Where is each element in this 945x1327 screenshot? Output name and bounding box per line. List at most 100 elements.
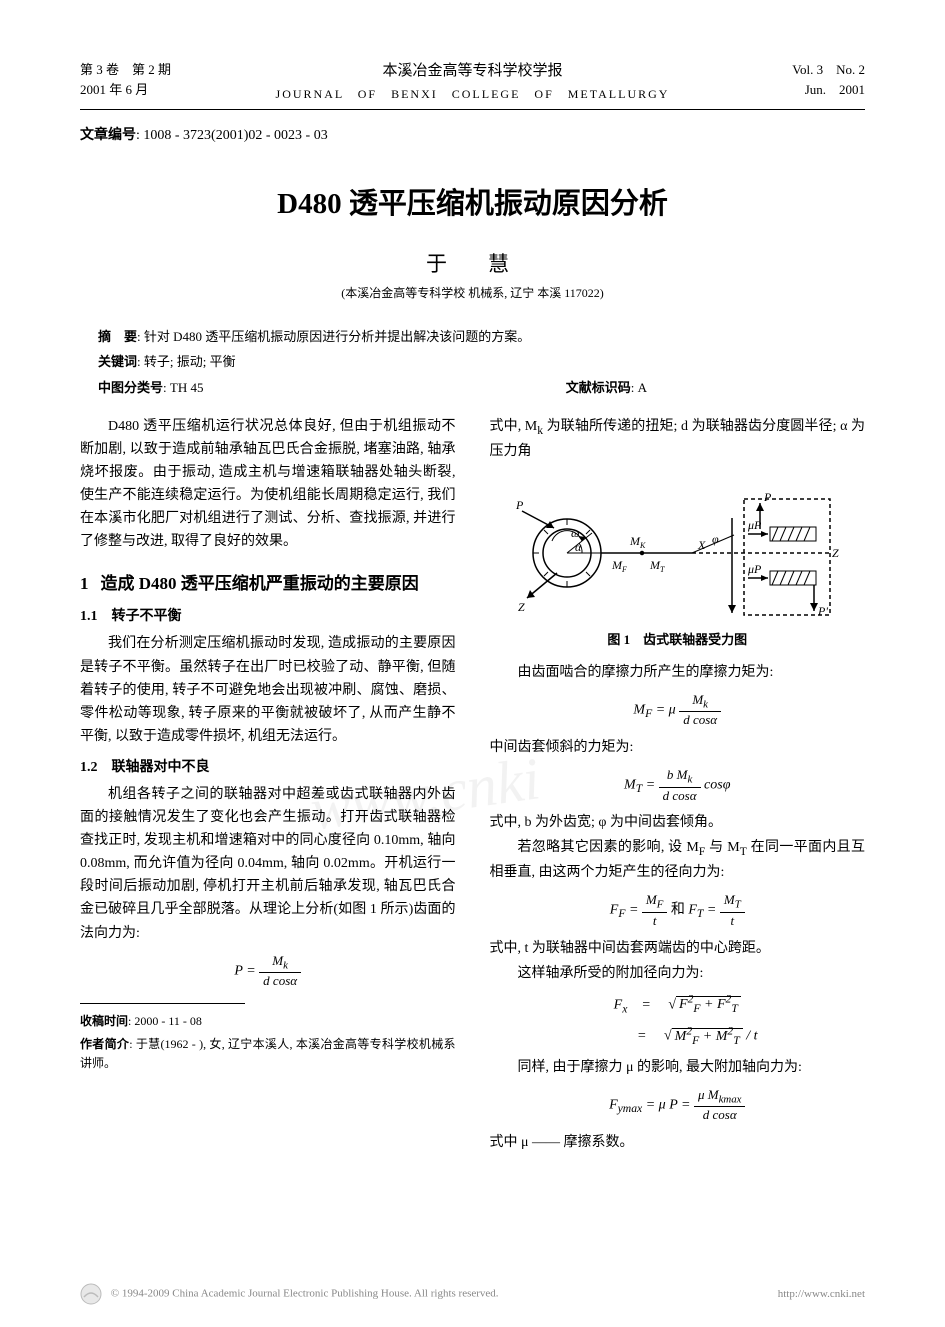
keywords-label: 关键词 <box>98 354 137 369</box>
volume-issue-cn: 第 3 卷 第 2 期 <box>80 60 260 80</box>
copyright-left: © 1994-2009 China Academic Journal Elect… <box>80 1283 499 1305</box>
body-columns: D480 透平压缩机运行状况总体良好, 但由于机组振动不断加剧, 以致于造成前轴… <box>80 415 865 1156</box>
eq6-sub: ymax <box>618 1102 643 1115</box>
eq3-eq: = <box>642 777 658 792</box>
author-bio-value: : 于慧(1962 - ), 女, 辽宁本溪人, 本溪冶金高等专科学校机械系讲师… <box>80 1037 456 1071</box>
eq4b-den: t <box>720 913 745 929</box>
p-where3: 式中 μ —— 摩擦系数。 <box>490 1131 866 1154</box>
copyright-bar: © 1994-2009 China Academic Journal Elect… <box>80 1283 865 1305</box>
sub-1-2-title: 联轴器对中不良 <box>112 760 210 775</box>
fig-label-alpha: α <box>575 540 582 554</box>
p-tilt: 中间齿套倾斜的力矩为: <box>490 736 866 759</box>
eq5-lhs: F <box>614 997 623 1012</box>
equation-Fx: Fx = √F2F + F2T <box>490 993 866 1016</box>
left-column: D480 透平压缩机运行状况总体良好, 但由于机组振动不断加剧, 以致于造成前轴… <box>80 415 456 1156</box>
fig-label-Mf-sub: F <box>621 565 627 574</box>
article-id-value: : 1008 - 3723(2001)02 - 0023 - 03 <box>136 128 328 143</box>
eq4a-num: M <box>646 892 657 907</box>
fig-label-uP2: μP <box>747 562 762 576</box>
fig-label-Z2: Z <box>832 546 839 560</box>
clc-doc-row: 中图分类号: TH 45 文献标识码: A <box>98 378 847 398</box>
eq1-lhs: P = <box>234 963 259 978</box>
eq6-den: d cosα <box>694 1107 745 1123</box>
sub-1-1-num: 1.1 <box>80 609 98 624</box>
fig-label-Z1: Z <box>518 600 525 614</box>
eq5-eq: = <box>627 997 664 1012</box>
fig-label-uP1: μP <box>747 518 762 532</box>
sub-1-2-heading: 1.2 联轴器对中不良 <box>80 756 456 779</box>
svg-text:MK: MK <box>629 534 646 550</box>
eq3-den: d cosα <box>659 788 701 804</box>
eq4a-eq: = <box>625 903 641 918</box>
eq5b-eq: = <box>637 1029 660 1044</box>
eq2-num-sub: k <box>703 698 708 710</box>
clc-cell: 中图分类号: TH 45 <box>98 378 203 398</box>
doc-code-label: 文献标识码 <box>566 380 631 395</box>
svg-text:MT: MT <box>649 558 665 574</box>
eq6-num-sub: kmax <box>719 1093 742 1105</box>
eq3-tail: cosφ <box>701 777 731 792</box>
eq5b-r2-sub: T <box>733 1034 739 1047</box>
keywords-line: 关键词: 转子; 振动; 平衡 <box>98 352 847 372</box>
eq4b-num: M <box>724 892 735 907</box>
right-intro: 式中, Mk 为联轴所传递的扭矩; d 为联轴器齿分度圆半径; α 为压力角 <box>490 415 866 463</box>
fig-label-X: X <box>697 538 706 552</box>
equation-Fymax: Fymax = μ P = μ Mkmaxd cosα <box>490 1087 866 1123</box>
doc-code-text: : A <box>631 380 647 395</box>
equation-MT: MT = b Mkd cosα cosφ <box>490 767 866 803</box>
date-cn: 2001 年 6 月 <box>80 80 260 100</box>
eq5-r2: F <box>717 997 726 1012</box>
fig-label-Mt-sub: T <box>660 565 665 574</box>
fig-label-P2: P <box>763 490 772 504</box>
header-divider <box>80 109 865 110</box>
header-right: Vol. 3 No. 2 Jun. 2001 <box>685 60 865 99</box>
equation-FF-FT: FF = MFt 和 FT = MTt <box>490 892 866 928</box>
p-ignore: 若忽略其它因素的影响, 设 MF 与 MT 在同一平面内且互相垂直, 由这两个力… <box>490 836 866 884</box>
eq3-num-sub: k <box>687 774 692 786</box>
eq2-lhs: M <box>633 702 645 717</box>
received-value: : 2000 - 11 - 08 <box>128 1014 202 1028</box>
received-line: 收稿时间: 2000 - 11 - 08 <box>80 1012 456 1032</box>
right-intro-a: 式中, M <box>490 419 538 434</box>
eq3-lhs: M <box>624 777 636 792</box>
eq1-numsub: k <box>283 959 288 971</box>
eq5b-tail: / t <box>743 1029 758 1044</box>
author-bio-label: 作者简介 <box>80 1037 129 1051</box>
figure-1-caption: 图 1 齿式联轴器受力图 <box>490 629 866 650</box>
abstract-label: 摘 要 <box>98 329 137 344</box>
right-intro-b: 为联轴所传递的扭矩; d 为联轴器齿分度圆半径; α 为压力角 <box>490 419 866 459</box>
right-column: 式中, M k 为联轴所传递的扭矩; d 为联轴器齿分度圆半径; α 为压力角 <box>490 415 866 1156</box>
received-label: 收稿时间 <box>80 1014 128 1028</box>
svg-text:MF: MF <box>611 558 627 574</box>
fig-label-Pp: P' <box>817 604 828 618</box>
equation-P: P = Mk d cosα <box>80 953 456 989</box>
publisher-icon <box>80 1283 102 1305</box>
equation-MF: MF = μ Mkd cosα <box>490 692 866 728</box>
clc-text: : TH 45 <box>163 380 203 395</box>
meta-block: 摘 要: 针对 D480 透平压缩机振动原因进行分析并提出解决该问题的方案。 关… <box>80 327 865 398</box>
article-id: 文章编号: 1008 - 3723(2001)02 - 0023 - 03 <box>80 124 865 144</box>
eq5-r2-sub: T <box>731 1002 737 1015</box>
volume-issue-en: Vol. 3 No. 2 <box>685 60 865 80</box>
eq4a-num-sub: F <box>657 899 664 911</box>
p-friction: 由齿面啮合的摩擦力所产生的摩擦力矩为: <box>490 661 866 684</box>
p-radial: 这样轴承所受的附加径向力为: <box>490 962 866 985</box>
eq5b-r2: M <box>716 1029 728 1044</box>
eq1-den: d cosα <box>259 973 301 989</box>
article-id-label: 文章编号 <box>80 128 136 143</box>
clc-label: 中图分类号 <box>98 380 163 395</box>
article-author: 于 慧 <box>80 248 865 278</box>
page-header: 第 3 卷 第 2 期 2001 年 6 月 本溪冶金高等专科学校学报 JOUR… <box>80 60 865 103</box>
eq4b-num-sub: T <box>735 899 741 911</box>
copyright-text: © 1994-2009 China Academic Journal Elect… <box>111 1288 499 1300</box>
p-ignore-mid: 与 M <box>705 840 739 855</box>
eq4b-lhs: F <box>688 903 697 918</box>
fig-label-omega: ω <box>571 526 579 540</box>
eq3-num: b M <box>667 767 688 782</box>
eq6-num: μ M <box>698 1087 719 1102</box>
article-title: D480 透平压缩机振动原因分析 <box>80 180 865 222</box>
eq6-eq: = μ P = <box>642 1097 694 1112</box>
header-left: 第 3 卷 第 2 期 2001 年 6 月 <box>80 60 260 99</box>
abstract-line: 摘 要: 针对 D480 透平压缩机振动原因进行分析并提出解决该问题的方案。 <box>98 327 847 347</box>
sub-1-2-body: 机组各转子之间的联轴器对中超差或齿式联轴器内外齿面的接触情况发生了变化也会产生振… <box>80 783 456 945</box>
